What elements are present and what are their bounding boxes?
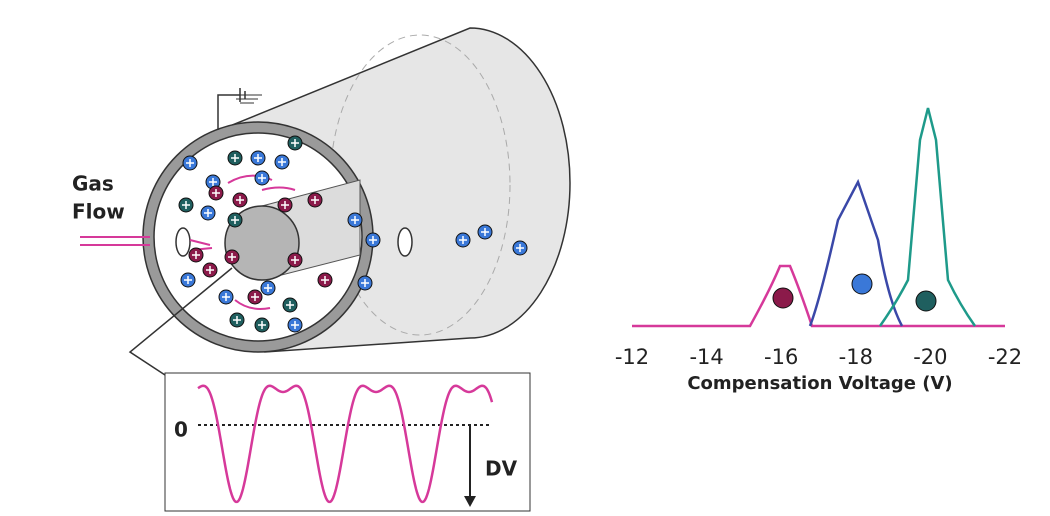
ion-plus (251, 293, 259, 301)
ion-plus (311, 196, 319, 204)
ion-plus (291, 256, 299, 264)
x-tick-label: -20 (913, 345, 947, 369)
ion-plus (264, 284, 272, 292)
spectrum (632, 107, 1005, 328)
x-tick-label: -12 (615, 345, 649, 369)
dv-arrowhead (464, 496, 476, 507)
ion-plus (291, 139, 299, 147)
x-axis: -12 -14 -16 -18 -20 -22 (615, 345, 1022, 369)
x-tick-label: -22 (988, 345, 1022, 369)
ion-plus (186, 159, 194, 167)
ion-plus (254, 154, 262, 162)
ion-plus (369, 236, 377, 244)
ion-plus (286, 301, 294, 309)
ion-plus (212, 189, 220, 197)
x-tick-label: -16 (764, 345, 798, 369)
x-tick-label: -14 (689, 345, 723, 369)
ion-plus (206, 266, 214, 274)
ion-plus (233, 316, 241, 324)
ions (178, 135, 528, 333)
flow-label: Flow (72, 200, 125, 224)
ion-plus (204, 209, 212, 217)
waveform (197, 384, 494, 504)
ion-plus (258, 321, 266, 329)
ion-plus (481, 228, 489, 236)
ion-plus (192, 251, 200, 259)
ion-plus (361, 279, 369, 287)
ion-plus (321, 276, 329, 284)
ion-plus (281, 201, 289, 209)
zero-label: 0 (174, 418, 188, 442)
waveform-box (164, 372, 531, 512)
ion-plus (222, 293, 230, 301)
ion-plus (459, 236, 467, 244)
ion-plus (236, 196, 244, 204)
cylinder (80, 27, 571, 376)
ion-plus (184, 276, 192, 284)
ion-plus (278, 158, 286, 166)
ion-plus (228, 253, 236, 261)
ion-plus (231, 154, 239, 162)
ion-plus (182, 201, 190, 209)
x-axis-title: Compensation Voltage (V) (687, 373, 952, 394)
gas-label: Gas (72, 172, 114, 196)
ion-plus (291, 321, 299, 329)
ion-plus (258, 174, 266, 182)
ion-plus (516, 244, 524, 252)
dv-label: DV (485, 457, 518, 481)
ion-plus (231, 216, 239, 224)
ion-plus (209, 178, 217, 186)
x-tick-label: -18 (839, 345, 873, 369)
ion-plus (351, 216, 359, 224)
